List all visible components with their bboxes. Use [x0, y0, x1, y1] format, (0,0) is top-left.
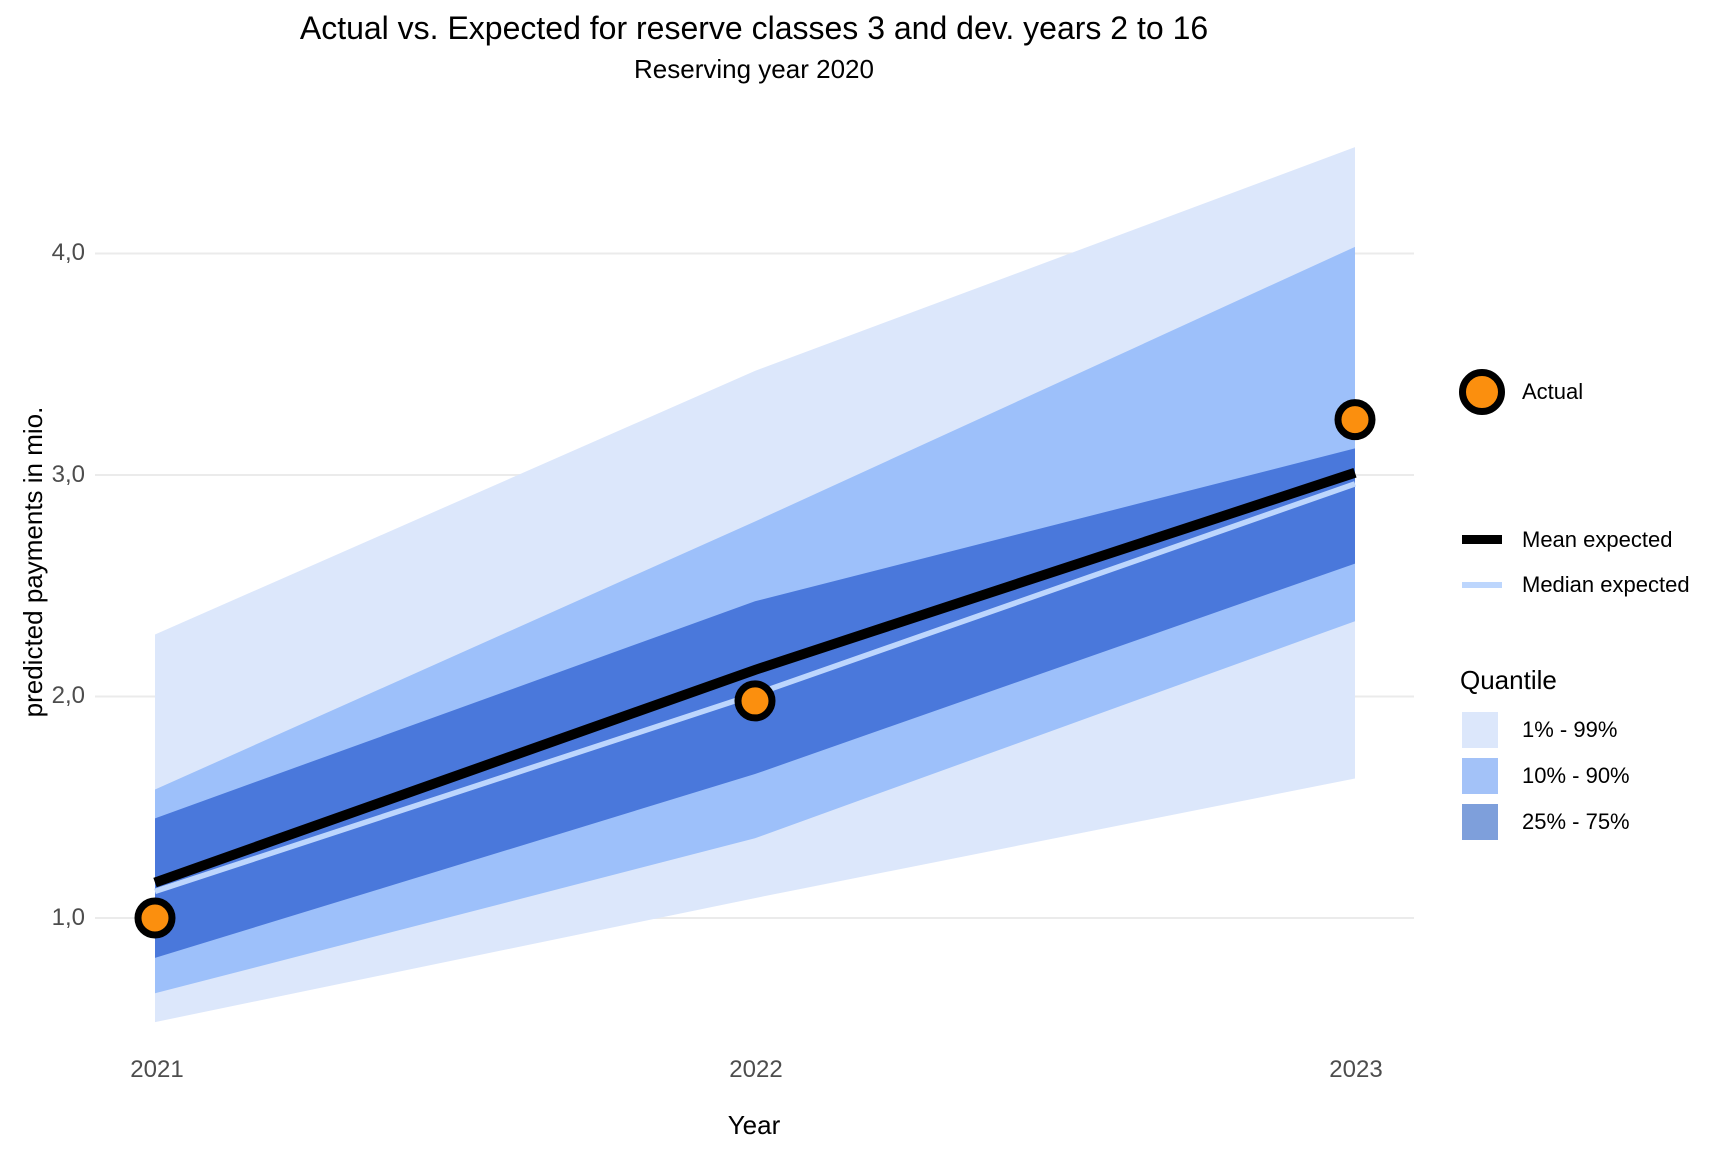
legend-label-quantile-25-75: 25% - 75% [1522, 809, 1630, 834]
legend-label-quantile-10-90: 10% - 90% [1522, 763, 1630, 788]
legend-label-mean: Mean expected [1522, 527, 1673, 552]
quantile-1-99-swatch [1462, 712, 1498, 748]
y-tick-label-1: 1,0 [51, 904, 85, 931]
actual-point-2021 [134, 897, 176, 939]
y-tick-label-2: 2,0 [51, 682, 85, 709]
chart-title: Actual vs. Expected for reserve classes … [299, 10, 1209, 46]
y-tick-label-4: 4,0 [51, 239, 85, 266]
legend-label-actual: Actual [1522, 379, 1584, 404]
mean-line-legend-icon [1462, 535, 1502, 544]
y-axis-title: predicted payments in mio. [18, 406, 48, 718]
y-tick-label-3: 3,0 [51, 461, 85, 488]
quantile-legend-title: Quantile [1460, 665, 1557, 695]
actual-point-2023 [1334, 399, 1376, 441]
chart-subtitle: Reserving year 2020 [634, 54, 874, 84]
x-axis-title: Year [727, 1110, 781, 1140]
legend-label-quantile-1-99: 1% - 99% [1522, 717, 1618, 742]
x-tick-label-2022: 2022 [729, 1056, 783, 1083]
x-tick-label-2021: 2021 [130, 1056, 184, 1083]
quantile-25-75-swatch [1462, 804, 1498, 840]
median-line-legend-icon [1462, 582, 1502, 588]
mean-expected-line [153, 468, 1357, 888]
actual-point-2022 [734, 680, 776, 722]
legend-label-median: Median expected [1522, 572, 1690, 597]
quantile-10-90-swatch [1462, 758, 1498, 794]
x-tick-label-2023: 2023 [1329, 1056, 1383, 1083]
actual-point-legend-icon [1459, 369, 1505, 415]
